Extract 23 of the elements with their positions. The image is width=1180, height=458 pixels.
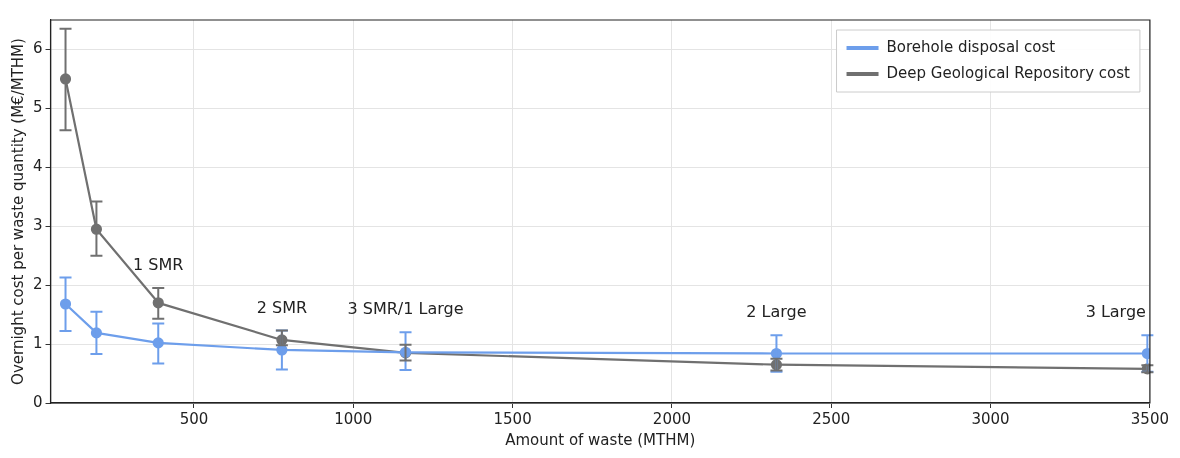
x-tick-label: 2000 bbox=[652, 409, 692, 428]
x-tick-label: 3500 bbox=[1130, 409, 1170, 428]
x-tick-label: 1000 bbox=[334, 409, 373, 428]
x-tick-label: 1500 bbox=[493, 409, 532, 428]
annotation: 2 Large bbox=[746, 302, 807, 322]
y-tick-label: 2 bbox=[33, 275, 43, 294]
x-tick-label: 500 bbox=[179, 409, 209, 428]
annotation: 3 Large bbox=[1085, 302, 1146, 322]
y-axis-title: Overnight cost per waste quantity (M€/MTHM) bbox=[8, 38, 27, 385]
y-tick-label: 6 bbox=[33, 39, 43, 58]
y-tick-label: 0 bbox=[33, 392, 43, 411]
x-tick-label: 3000 bbox=[971, 409, 1010, 428]
legend-label: Borehole disposal cost bbox=[886, 37, 1056, 56]
y-tick-label: 4 bbox=[33, 157, 43, 176]
x-tick-label: 2500 bbox=[812, 409, 851, 428]
y-tick-label: 3 bbox=[33, 216, 43, 235]
y-tick-label: 5 bbox=[33, 98, 43, 117]
legend-label: Deep Geological Repository cost bbox=[886, 63, 1131, 82]
annotation: 1 SMR bbox=[133, 255, 184, 275]
y-tick-label: 1 bbox=[33, 333, 43, 352]
x-axis-title: Amount of waste (MTHM) bbox=[505, 430, 696, 449]
annotation: 3 SMR/1 Large bbox=[347, 299, 464, 319]
annotation: 2 SMR bbox=[256, 297, 308, 317]
